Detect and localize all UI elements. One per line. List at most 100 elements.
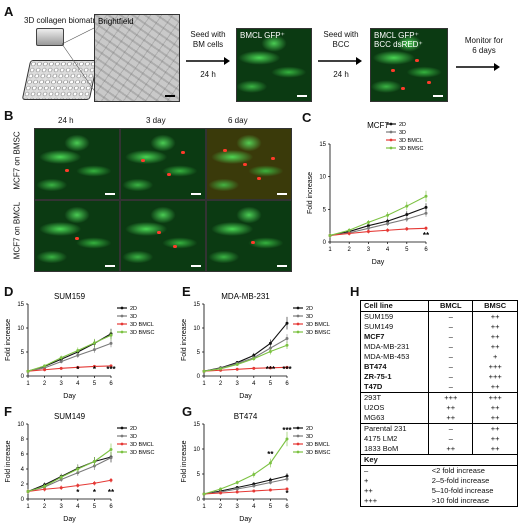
data-point (219, 367, 223, 371)
legend-marker (389, 130, 393, 134)
x-tick-label: 3 (236, 504, 240, 510)
col-label-3day: 3 day (146, 116, 166, 125)
x-tick-label: 6 (424, 247, 428, 253)
legend-label: 2D (306, 306, 313, 312)
arrow-right-icon (318, 57, 362, 65)
data-point (219, 491, 223, 495)
significance-marker: * (93, 365, 97, 374)
step1-time: 24 h (200, 70, 216, 79)
data-point (405, 217, 409, 221)
y-tick-label: 0 (197, 374, 201, 380)
table-row: SUM159 – ++ (361, 311, 517, 322)
data-point (285, 474, 289, 478)
table-row: 293T +++ +++ (361, 392, 517, 403)
x-tick-label: 3 (367, 247, 371, 253)
legend-marker (389, 138, 393, 142)
data-point (366, 230, 370, 234)
image-bmsc-6day (206, 128, 292, 200)
panel-label-b: B (4, 108, 14, 123)
data-point (76, 471, 80, 475)
data-point (268, 366, 272, 370)
x-tick-label: 1 (202, 504, 206, 510)
x-tick-label: 1 (26, 504, 30, 510)
y-axis-label: Fold increase (181, 440, 188, 482)
panel-label-e: E (182, 284, 191, 299)
data-point (285, 477, 289, 481)
key-row: ++ 5–10-fold increase (361, 486, 517, 496)
table-header-cell: BMSC (472, 301, 517, 312)
y-tick-label: 15 (319, 142, 326, 148)
row-label-bmsc: MCF7 on BMSC (12, 131, 22, 190)
table-cell: Parental 231 (364, 424, 407, 433)
table-cell: ++ (472, 423, 517, 434)
y-tick-label: 5 (323, 207, 327, 213)
panel-label-f: F (4, 404, 12, 419)
data-point (424, 226, 428, 230)
x-axis-label: Day (239, 393, 252, 400)
series-line (203, 478, 288, 495)
legend-marker (389, 146, 393, 150)
legend-label: 3D BMCL (130, 322, 154, 328)
y-tick-label: 15 (17, 302, 24, 308)
series-line (203, 488, 288, 495)
cell-line-table: Cell line BMCL BMSC SUM159– ++ SUM149– ++ MCF7–… (361, 301, 517, 506)
data-point (386, 228, 390, 232)
data-point (268, 488, 272, 492)
chart-title: MDA-MB-231 (221, 292, 270, 301)
table-header-row: Cell line BMCL BMSC (361, 301, 517, 312)
y-tick-label: 10 (193, 326, 200, 332)
data-point (219, 487, 223, 491)
key-description: <2 fold increase (431, 466, 485, 475)
table-cell: – (428, 332, 473, 342)
panel-label-h: H (350, 284, 360, 299)
y-tick-label: 2 (21, 482, 25, 488)
table-cell: ++ (472, 413, 517, 424)
series-line (329, 206, 427, 237)
data-point (268, 481, 272, 484)
y-tick-label: 4 (21, 467, 25, 473)
data-point (268, 478, 272, 482)
y-axis-label: Fold increase (5, 440, 12, 482)
y-axis-label: Fold increase (181, 319, 188, 361)
data-point (76, 365, 80, 369)
table-row: ZR-75-1 – +++ (361, 372, 517, 382)
table-row: MDA-MB-453 – + (361, 352, 517, 362)
data-point (405, 204, 409, 208)
data-point (424, 211, 428, 215)
legend-label: 3D (306, 434, 313, 440)
y-axis-label: Fold increase (307, 172, 314, 214)
x-axis-label: Day (63, 393, 76, 400)
table-row: MG63 ++ ++ (361, 413, 517, 424)
table-row: 4175 LM2 – ++ (361, 434, 517, 444)
series-line (203, 475, 288, 495)
arrow-right-icon (456, 63, 500, 71)
data-point (59, 475, 63, 479)
table-cell: ++ (472, 434, 517, 444)
legend-marker (120, 314, 124, 318)
table-cell: ++ (472, 342, 517, 352)
bmcl-gfp-image: BMCL GFP⁺ (236, 28, 312, 102)
legend-marker (120, 426, 124, 430)
legend-marker (296, 434, 300, 438)
data-point (235, 481, 239, 484)
data-point (43, 484, 47, 488)
zoom-lines (61, 25, 98, 97)
data-point (26, 369, 30, 373)
significance-marker: *** (266, 365, 276, 374)
key-description: 5–10-fold increase (431, 486, 494, 495)
x-tick-label: 5 (405, 247, 409, 253)
legend-marker (296, 442, 300, 446)
data-point (235, 490, 239, 494)
table-cell: – (428, 311, 473, 322)
table-cell: – (428, 382, 473, 393)
data-point (235, 367, 239, 371)
bmcl-gfp-line: BMCL GFP⁺ (374, 31, 419, 40)
data-point (235, 487, 239, 491)
x-tick-label: 5 (93, 504, 97, 510)
x-tick-label: 6 (285, 381, 289, 387)
x-tick-label: 5 (269, 381, 273, 387)
chart-title: SUM159 (54, 292, 86, 301)
table-cell: MG63 (361, 413, 429, 424)
step3-line2: 6 days (472, 46, 496, 55)
series-line (27, 479, 112, 493)
